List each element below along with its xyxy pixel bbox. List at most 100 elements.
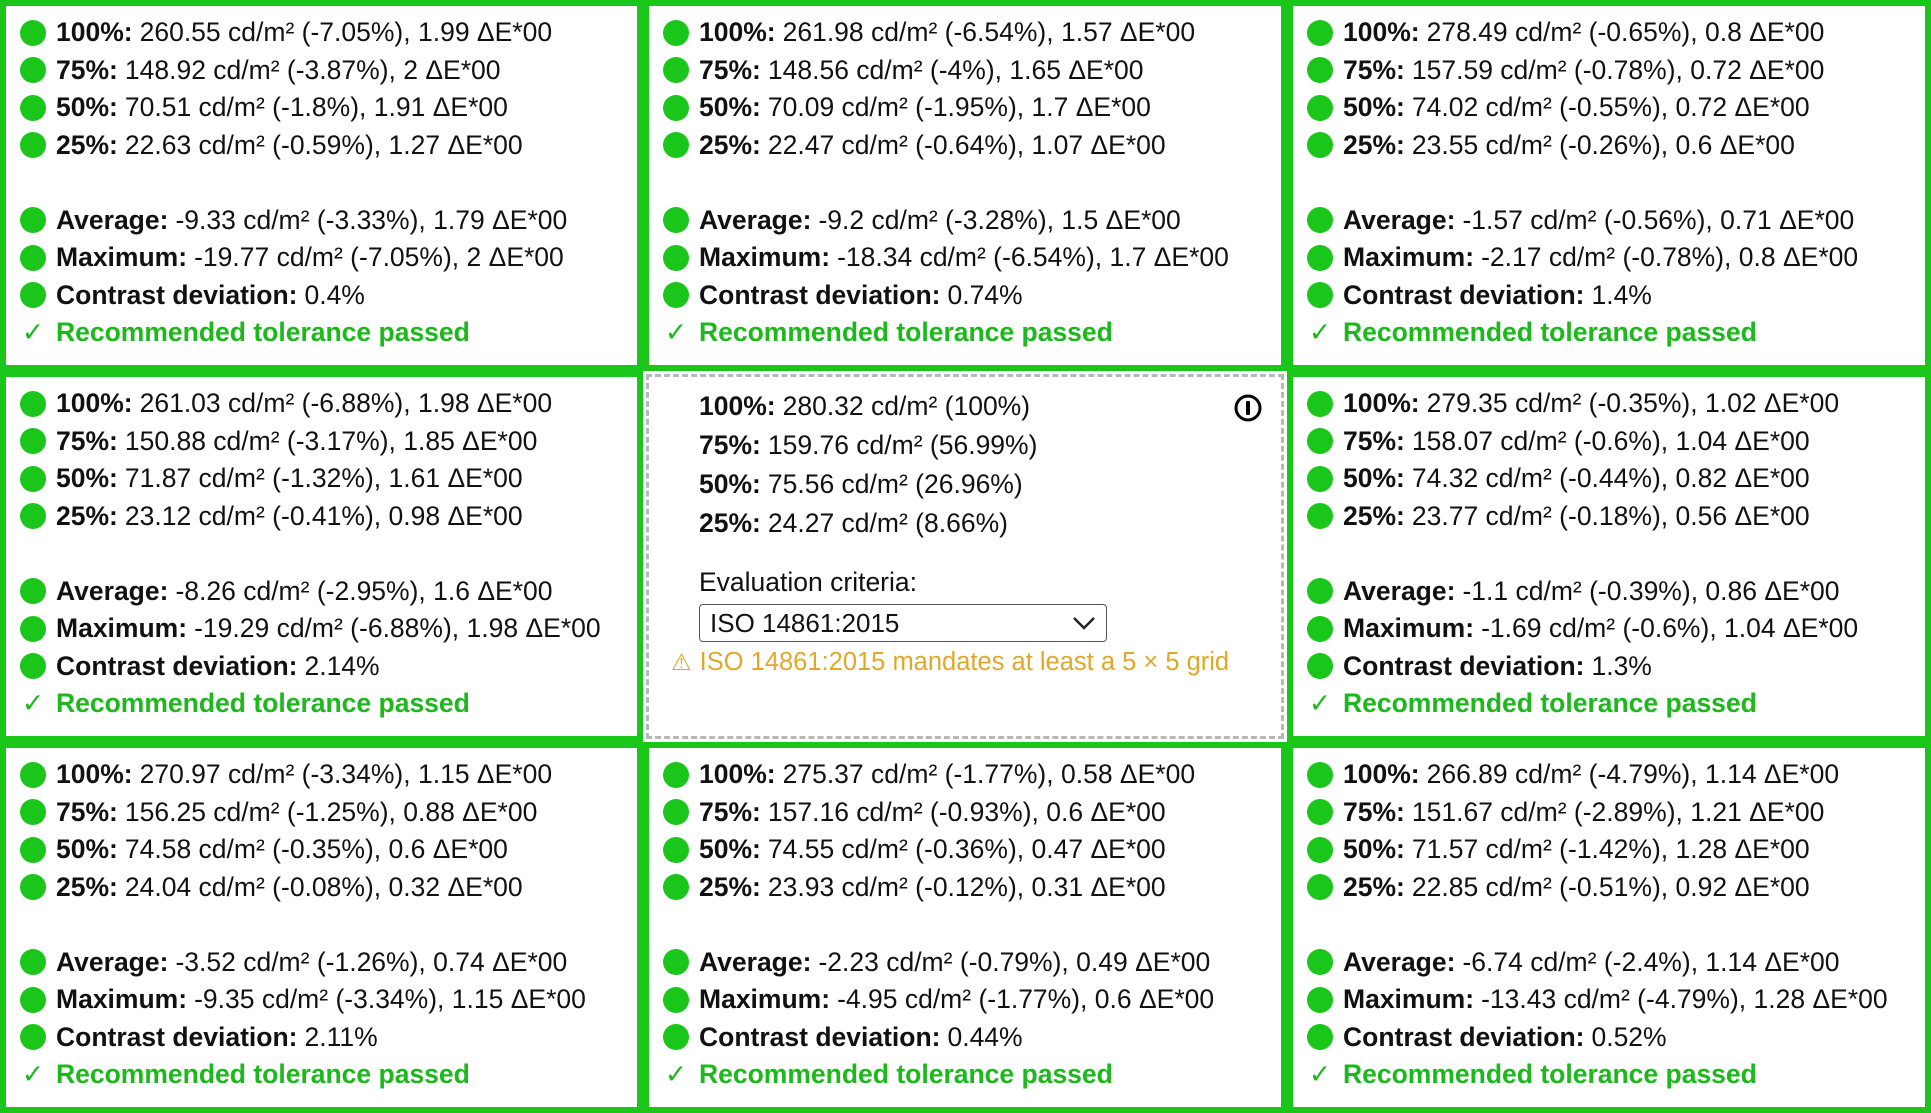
row-100: 100%: 261.98 cd/m² (-6.54%), 1.57 ΔE*00 [663,14,1267,52]
pass-dot-icon [20,132,46,159]
tolerance-passed: ✓ Recommended tolerance passed [664,317,1113,348]
row-25: 25%: 22.63 cd/m² (-0.59%), 1.27 ΔE*00 [20,127,623,165]
pass-dot-icon [20,244,46,271]
pass-dot-icon [1307,19,1333,46]
row-50: 50%: 74.32 cd/m² (-0.44%), 0.82 ΔE*00 [1307,460,1911,498]
ref-row-100: 100%: 280.32 cd/m² (100%) [699,391,1031,421]
row-25: 25%: 23.55 cd/m² (-0.26%), 0.6 ΔE*00 [1307,127,1911,165]
row-average: Average: -2.23 cd/m² (-0.79%), 0.49 ΔE*00 [663,944,1267,982]
row-25: 25%: 23.77 cd/m² (-0.18%), 0.56 ΔE*00 [1307,498,1911,536]
pass-dot-icon [663,836,689,863]
pass-dot-icon [20,19,46,46]
pass-dot-icon [1307,503,1333,530]
pass-dot-icon [663,1024,689,1051]
pass-dot-icon [663,57,689,84]
pass-dot-icon [20,874,46,901]
check-icon: ✓ [1308,317,1332,348]
pass-dot-icon [20,503,46,530]
row-contrast: Contrast deviation: 0.4% [20,277,623,315]
row-50: 50%: 71.57 cd/m² (-1.42%), 1.28 ΔE*00 [1307,831,1911,869]
row-maximum: Maximum: -9.35 cd/m² (-3.34%), 1.15 ΔE*00 [20,981,623,1019]
uniformity-cell-9: 100%: 266.89 cd/m² (-4.79%), 1.14 ΔE*00 7… [1287,742,1931,1113]
row-average: Average: -1.1 cd/m² (-0.39%), 0.86 ΔE*00 [1307,573,1911,611]
ref-row-25: 25%: 24.27 cd/m² (8.66%) [699,508,1008,538]
row-50: 50%: 74.02 cd/m² (-0.55%), 0.72 ΔE*00 [1307,89,1911,127]
chevron-down-icon [1072,616,1096,630]
pass-dot-icon [663,799,689,826]
pass-dot-icon [1307,1024,1333,1051]
row-25: 25%: 22.85 cd/m² (-0.51%), 0.92 ΔE*00 [1307,869,1911,907]
pass-dot-icon [1307,949,1333,976]
row-contrast: Contrast deviation: 0.74% [663,277,1267,315]
check-icon: ✓ [21,317,45,348]
row-75: 75%: 150.88 cd/m² (-3.17%), 1.85 ΔE*00 [20,423,623,461]
pass-dot-icon [20,94,46,121]
pass-dot-icon [20,578,46,605]
row-75: 75%: 157.59 cd/m² (-0.78%), 0.72 ΔE*00 [1307,52,1911,90]
tolerance-passed: ✓ Recommended tolerance passed [21,688,470,719]
row-100: 100%: 275.37 cd/m² (-1.77%), 0.58 ΔE*00 [663,756,1267,794]
pass-dot-icon [1307,615,1333,642]
uniformity-cell-1: 100%: 260.55 cd/m² (-7.05%), 1.99 ΔE*00 7… [0,0,643,371]
pass-dot-icon [20,615,46,642]
pass-dot-icon [1307,986,1333,1013]
pass-dot-icon [1307,578,1333,605]
ref-row-50: 50%: 75.56 cd/m² (26.96%) [699,469,1023,499]
row-25: 25%: 23.93 cd/m² (-0.12%), 0.31 ΔE*00 [663,869,1267,907]
row-maximum: Maximum: -19.29 cd/m² (-6.88%), 1.98 ΔE*0… [20,610,623,648]
pass-dot-icon [663,986,689,1013]
tolerance-passed: ✓ Recommended tolerance passed [1308,1059,1757,1090]
pass-dot-icon [663,874,689,901]
grid-size-warning: ⚠ ISO 14861:2015 mandates at least a 5 ×… [671,648,1230,676]
check-icon: ✓ [1308,1059,1332,1090]
warning-icon: ⚠ [671,649,692,675]
row-25: 25%: 23.12 cd/m² (-0.41%), 0.98 ΔE*00 [20,498,623,536]
row-50: 50%: 74.55 cd/m² (-0.36%), 0.47 ΔE*00 [663,831,1267,869]
pass-dot-icon [20,282,46,309]
pass-dot-icon [1307,282,1333,309]
tolerance-passed: ✓ Recommended tolerance passed [1308,317,1757,348]
check-icon: ✓ [664,1059,688,1090]
pass-dot-icon [20,57,46,84]
pass-dot-icon [663,949,689,976]
row-average: Average: -1.57 cd/m² (-0.56%), 0.71 ΔE*00 [1307,202,1911,240]
row-50: 50%: 70.09 cd/m² (-1.95%), 1.7 ΔE*00 [663,89,1267,127]
row-maximum: Maximum: -1.69 cd/m² (-0.6%), 1.04 ΔE*00 [1307,610,1911,648]
row-average: Average: -6.74 cd/m² (-2.4%), 1.14 ΔE*00 [1307,944,1911,982]
evaluation-criteria-label: Evaluation criteria: [699,567,917,597]
pass-dot-icon [20,836,46,863]
info-icon[interactable] [1233,393,1263,423]
row-50: 50%: 71.87 cd/m² (-1.32%), 1.61 ΔE*00 [20,460,623,498]
row-75: 75%: 148.56 cd/m² (-4%), 1.65 ΔE*00 [663,52,1267,90]
row-maximum: Maximum: -2.17 cd/m² (-0.78%), 0.8 ΔE*00 [1307,239,1911,277]
row-75: 75%: 151.67 cd/m² (-2.89%), 1.21 ΔE*00 [1307,794,1911,832]
check-icon: ✓ [21,1059,45,1090]
uniformity-cell-3: 100%: 278.49 cd/m² (-0.65%), 0.8 ΔE*00 75… [1287,0,1931,371]
uniformity-cell-4: 100%: 261.03 cd/m² (-6.88%), 1.98 ΔE*00 7… [0,371,643,742]
row-75: 75%: 156.25 cd/m² (-1.25%), 0.88 ΔE*00 [20,794,623,832]
ref-row-75: 75%: 159.76 cd/m² (56.99%) [699,430,1038,460]
row-25: 25%: 22.47 cd/m² (-0.64%), 1.07 ΔE*00 [663,127,1267,165]
pass-dot-icon [1307,132,1333,159]
row-25: 25%: 24.04 cd/m² (-0.08%), 0.32 ΔE*00 [20,869,623,907]
pass-dot-icon [1307,244,1333,271]
pass-dot-icon [663,207,689,234]
row-contrast: Contrast deviation: 2.11% [20,1019,623,1057]
pass-dot-icon [1307,653,1333,680]
pass-dot-icon [20,428,46,455]
row-100: 100%: 260.55 cd/m² (-7.05%), 1.99 ΔE*00 [20,14,623,52]
pass-dot-icon [1307,836,1333,863]
evaluation-criteria-value: ISO 14861:2015 [710,607,900,638]
pass-dot-icon [1307,465,1333,492]
row-maximum: Maximum: -18.34 cd/m² (-6.54%), 1.7 ΔE*00 [663,239,1267,277]
pass-dot-icon [20,207,46,234]
row-average: Average: -9.33 cd/m² (-3.33%), 1.79 ΔE*00 [20,202,623,240]
pass-dot-icon [20,799,46,826]
row-100: 100%: 261.03 cd/m² (-6.88%), 1.98 ΔE*00 [20,385,623,423]
pass-dot-icon [1307,874,1333,901]
row-50: 50%: 74.58 cd/m² (-0.35%), 0.6 ΔE*00 [20,831,623,869]
evaluation-criteria-select[interactable]: ISO 14861:2015 [699,604,1107,642]
uniformity-cell-8: 100%: 275.37 cd/m² (-1.77%), 0.58 ΔE*00 7… [643,742,1287,1113]
row-100: 100%: 278.49 cd/m² (-0.65%), 0.8 ΔE*00 [1307,14,1911,52]
row-75: 75%: 157.16 cd/m² (-0.93%), 0.6 ΔE*00 [663,794,1267,832]
